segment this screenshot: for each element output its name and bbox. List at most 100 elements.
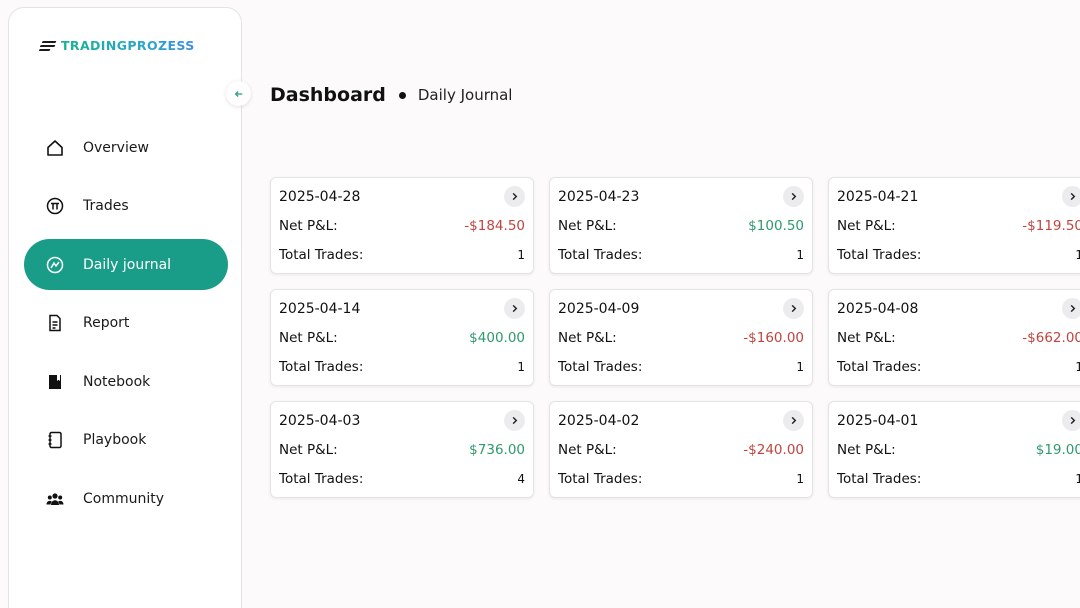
sidebar-item-trades[interactable]: Trades (24, 181, 228, 232)
arrow-left-icon (234, 90, 242, 97)
net-pnl-label: Net P&L: (558, 217, 617, 234)
total-trades-label: Total Trades: (279, 470, 364, 487)
net-pnl-label: Net P&L: (279, 217, 338, 234)
page-header: Dashboard Daily Journal (270, 84, 512, 106)
total-trades-value: 1 (517, 359, 525, 374)
net-pnl-value: $100.50 (748, 217, 804, 234)
chevron-right-icon (1070, 304, 1076, 313)
sidebar-item-overview[interactable]: Overview (24, 122, 228, 173)
journal-day-card[interactable]: 2025-04-09 Net P&L: -$160.00 Total Trades: 1 (549, 289, 813, 386)
journal-day-card[interactable]: 2025-04-01 Net P&L: $19.00 Total Trades: 1 (828, 401, 1080, 498)
home-icon (45, 138, 65, 158)
sidebar-item-daily-journal[interactable]: Daily journal (24, 239, 228, 291)
journal-day-card[interactable]: 2025-04-08 Net P&L: -$662.00 Total Trades: 1 (828, 289, 1080, 386)
total-trades-label: Total Trades: (837, 246, 922, 263)
card-date: 2025-04-28 (279, 188, 361, 205)
total-trades-label: Total Trades: (279, 358, 364, 375)
total-trades-value: 1 (796, 359, 804, 374)
notebook-icon (45, 372, 65, 392)
chevron-right-icon (512, 416, 518, 425)
open-day-button[interactable] (1062, 186, 1080, 207)
total-trades-value: 1 (517, 247, 525, 262)
open-day-button[interactable] (504, 298, 525, 319)
sidebar: TRADINGPROZESS Overview Trades Daily jou… (8, 7, 242, 608)
collapse-sidebar-button[interactable] (226, 81, 251, 106)
breadcrumb-current: Daily Journal (417, 86, 513, 104)
total-trades-value: 1 (1075, 247, 1080, 262)
chevron-right-icon (791, 192, 797, 201)
card-date: 2025-04-21 (837, 188, 919, 205)
community-icon (45, 489, 65, 509)
total-trades-label: Total Trades: (837, 358, 922, 375)
chevron-right-icon (1070, 192, 1076, 201)
report-icon (45, 313, 65, 333)
open-day-button[interactable] (783, 410, 804, 431)
net-pnl-label: Net P&L: (279, 441, 338, 458)
sidebar-item-label: Trades (83, 198, 129, 215)
journal-day-card[interactable]: 2025-04-23 Net P&L: $100.50 Total Trades: 1 (549, 177, 813, 274)
net-pnl-value: -$662.00 (1022, 329, 1080, 346)
open-day-button[interactable] (783, 298, 804, 319)
brand-name: TRADINGPROZESS (61, 38, 195, 53)
open-day-button[interactable] (783, 186, 804, 207)
trades-icon (45, 196, 65, 216)
net-pnl-label: Net P&L: (558, 329, 617, 346)
total-trades-label: Total Trades: (279, 246, 364, 263)
sidebar-item-playbook[interactable]: Playbook (24, 415, 228, 466)
chevron-right-icon (512, 304, 518, 313)
total-trades-value: 1 (796, 247, 804, 262)
total-trades-value: 1 (796, 471, 804, 486)
chevron-right-icon (512, 192, 518, 201)
sidebar-item-report[interactable]: Report (24, 298, 228, 349)
open-day-button[interactable] (1062, 410, 1080, 431)
open-day-button[interactable] (504, 186, 525, 207)
breadcrumb-separator (398, 91, 406, 99)
journal-day-card[interactable]: 2025-04-03 Net P&L: $736.00 Total Trades: 4 (270, 401, 534, 498)
net-pnl-label: Net P&L: (837, 441, 896, 458)
total-trades-label: Total Trades: (558, 358, 643, 375)
net-pnl-value: -$119.50 (1022, 217, 1080, 234)
net-pnl-value: -$184.50 (464, 217, 525, 234)
sidebar-item-label: Report (83, 315, 130, 332)
card-date: 2025-04-03 (279, 412, 361, 429)
playbook-icon (45, 430, 65, 450)
logo-mark-icon (38, 40, 57, 51)
total-trades-label: Total Trades: (837, 470, 922, 487)
card-date: 2025-04-09 (558, 300, 640, 317)
open-day-button[interactable] (1062, 298, 1080, 319)
journal-day-card[interactable]: 2025-04-28 Net P&L: -$184.50 Total Trades: 1 (270, 177, 534, 274)
net-pnl-value: -$160.00 (743, 329, 804, 346)
sidebar-item-label: Community (83, 491, 165, 508)
total-trades-value: 4 (517, 471, 525, 486)
card-date: 2025-04-14 (279, 300, 361, 317)
net-pnl-label: Net P&L: (837, 217, 896, 234)
net-pnl-label: Net P&L: (837, 329, 896, 346)
journal-day-card[interactable]: 2025-04-14 Net P&L: $400.00 Total Trades: 1 (270, 289, 534, 386)
journal-day-card[interactable]: 2025-04-02 Net P&L: -$240.00 Total Trades: 1 (549, 401, 813, 498)
total-trades-label: Total Trades: (558, 246, 643, 263)
card-date: 2025-04-23 (558, 188, 640, 205)
net-pnl-value: -$240.00 (743, 441, 804, 458)
chevron-right-icon (791, 304, 797, 313)
total-trades-value: 1 (1075, 359, 1080, 374)
sidebar-nav: Overview Trades Daily journal Report Not… (24, 122, 228, 532)
journal-day-card[interactable]: 2025-04-21 Net P&L: -$119.50 Total Trades: 1 (828, 177, 1080, 274)
total-trades-label: Total Trades: (558, 470, 643, 487)
sidebar-item-community[interactable]: Community (24, 474, 228, 525)
net-pnl-label: Net P&L: (279, 329, 338, 346)
total-trades-value: 1 (1075, 471, 1080, 486)
net-pnl-value: $19.00 (1035, 441, 1080, 458)
page-title: Dashboard (270, 84, 386, 106)
chevron-right-icon (1070, 416, 1076, 425)
sidebar-item-label: Daily journal (83, 256, 172, 273)
sidebar-item-label: Playbook (83, 432, 147, 449)
journal-icon (45, 255, 65, 275)
sidebar-item-label: Overview (83, 139, 149, 156)
chevron-right-icon (791, 416, 797, 425)
open-day-button[interactable] (504, 410, 525, 431)
brand-logo[interactable]: TRADINGPROZESS (38, 38, 195, 53)
net-pnl-label: Net P&L: (558, 441, 617, 458)
card-date: 2025-04-01 (837, 412, 919, 429)
sidebar-item-notebook[interactable]: Notebook (24, 356, 228, 407)
net-pnl-value: $400.00 (469, 329, 525, 346)
